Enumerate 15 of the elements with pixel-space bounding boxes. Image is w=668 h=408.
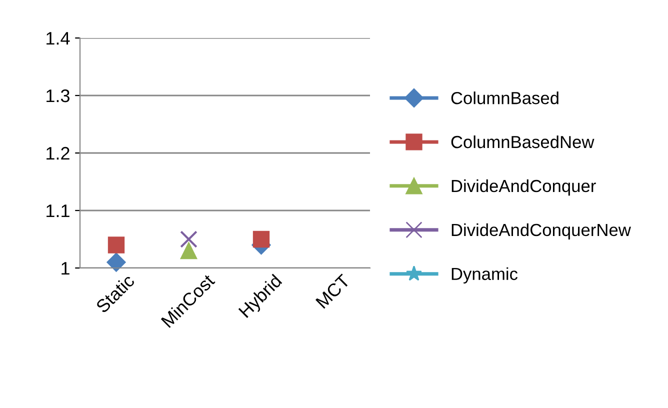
- legend-label: DivideAndConquerNew: [452, 223, 631, 240]
- point: [108, 236, 125, 254]
- point: [252, 230, 270, 248]
- y-tick-label: 1.2: [46, 146, 70, 160]
- legend-label: ColumnBased: [451, 91, 558, 104]
- y-tick-label: 1.1: [46, 204, 70, 218]
- legend-label: DivideAndConquer: [452, 179, 596, 196]
- y-tick-label: 1: [62, 262, 70, 275]
- point: [180, 242, 198, 260]
- legend-label: ColumnBasedNew: [451, 135, 594, 148]
- y-tick-label: 1.3: [46, 89, 70, 102]
- y-tick-label: 1.4: [46, 32, 70, 45]
- legend-label: Dynamic: [452, 267, 518, 284]
- point: [180, 230, 198, 248]
- point: [106, 252, 126, 272]
